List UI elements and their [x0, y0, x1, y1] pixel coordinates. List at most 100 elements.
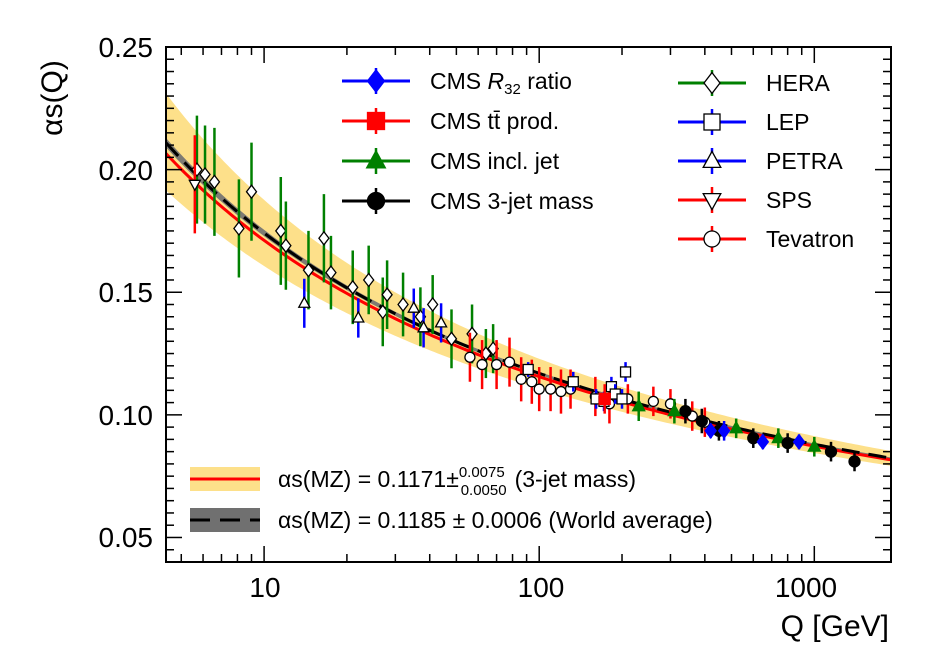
legend-item-sps: SPS: [678, 187, 812, 213]
x-tick-label: 100: [518, 572, 565, 603]
data-point: [407, 300, 421, 313]
data-point: [464, 351, 476, 363]
band-label-prefix: αs(MZ) = 0.1171: [278, 466, 446, 492]
data-point: [318, 230, 330, 246]
y-tick-label: 0.25: [99, 32, 154, 63]
band-label-sup: 0.0075: [459, 464, 505, 481]
axis-ticks: [166, 46, 891, 563]
data-point: [297, 295, 311, 308]
y-tick-label: 0.15: [99, 277, 154, 308]
legend-item-cms-tt-prod-: CMS tt̄ prod.: [342, 108, 559, 134]
legend-marker: [365, 149, 387, 169]
band-3jet-mass: [166, 93, 891, 466]
data-point: [555, 385, 567, 398]
data-point: [522, 363, 534, 376]
legend-item-cms-incl-jet: CMS incl. jet: [342, 148, 560, 174]
data-point: [747, 432, 760, 445]
y-axis-title: αs(Q): [36, 60, 69, 136]
legend-item-lep: LEP: [678, 109, 809, 135]
data-point: [476, 358, 488, 371]
band-label-sub: 0.0050: [461, 482, 507, 499]
data-point: [567, 376, 579, 388]
series-cms-r32-ratio: [704, 420, 806, 451]
legend-item-cms-r32-ratio: CMS R32 ratio: [342, 68, 572, 98]
x-tick-label: 10: [249, 572, 280, 603]
legend-label: PETRA: [766, 148, 843, 174]
legend-label: HERA: [766, 70, 831, 96]
legend-marker: [366, 68, 386, 94]
band-legend-label-3jet: αs(MZ) = 0.1171±0.0075 0.0050 (3-jet mass): [278, 464, 636, 499]
data-point: [544, 383, 557, 395]
band-legend: αs(MZ) = 0.1171±0.0075 0.0050 (3-jet mass)…: [190, 464, 713, 533]
legend-marker: [703, 113, 721, 131]
data-point: [781, 436, 794, 450]
legend-item-tevatron: Tevatron: [678, 226, 854, 252]
data-point: [824, 445, 838, 458]
legend-marker: [702, 192, 722, 211]
data-point: [679, 405, 692, 418]
x-tick-labels: 10 100 1000: [249, 572, 837, 603]
y-tick-label: 0.10: [99, 400, 154, 431]
legend-marker: [366, 191, 386, 211]
y-tick-label: 0.05: [99, 522, 154, 553]
legend-label: SPS: [766, 187, 812, 213]
data-point: [325, 265, 337, 281]
data-point: [188, 179, 202, 192]
data-point: [717, 422, 731, 440]
legend-marker: [703, 230, 721, 248]
data-point: [771, 430, 786, 444]
data-point: [416, 320, 431, 333]
data-point: [756, 433, 770, 451]
legend-label: Tevatron: [766, 226, 854, 252]
data-point: [445, 331, 458, 347]
series-petra: [297, 278, 448, 348]
data-point: [848, 455, 861, 468]
band-label-pm: ±: [446, 466, 459, 492]
legend-label: CMS incl. jet: [430, 148, 560, 174]
band-legend-label-world: αs(MZ) = 0.1185 ± 0.0006 (World average): [278, 507, 713, 533]
data-point: [397, 296, 409, 313]
data-point: [280, 238, 292, 254]
data-point: [208, 174, 221, 190]
band-label-suffix: (3-jet mass): [515, 466, 636, 492]
data-point: [434, 315, 448, 328]
y-tick-labels: 0.05 0.10 0.15 0.20 0.25: [99, 32, 154, 553]
data-point: [490, 358, 503, 371]
legend-item-cms-3-jet-mass: CMS 3-jet mass: [342, 188, 594, 214]
data-point: [619, 366, 632, 378]
data-point: [729, 420, 744, 434]
legend-marker: [366, 111, 386, 131]
data-point: [515, 373, 527, 385]
y-tick-label: 0.20: [99, 155, 154, 186]
legend-label: CMS 3-jet mass: [430, 188, 594, 214]
legend: CMS R32 ratio CMS tt̄ prod. CMS incl. jet C…: [342, 68, 854, 252]
data-point: [381, 287, 393, 303]
data-point: [346, 279, 359, 295]
data-point: [704, 422, 717, 440]
data-point: [616, 393, 628, 405]
data-point: [631, 398, 646, 412]
data-point: [426, 296, 439, 313]
data-point: [533, 383, 545, 395]
legend-marker: [703, 71, 721, 95]
series-cms-tt-prod-: [598, 384, 611, 414]
data-point: [695, 414, 708, 428]
data-point: [647, 395, 660, 408]
series-cms-incl-jet: [631, 391, 822, 457]
data-points: [188, 115, 861, 472]
legend-marker: [702, 150, 722, 169]
series-lep: [522, 362, 632, 412]
data-point: [199, 166, 211, 183]
data-point: [245, 184, 258, 200]
series-sps: [188, 135, 202, 234]
legend-label: CMS R32 ratio: [430, 68, 572, 98]
data-point: [233, 220, 245, 237]
data-point: [274, 223, 287, 239]
data-point: [526, 376, 538, 388]
data-point: [503, 356, 516, 368]
legend-item-petra: PETRA: [678, 148, 843, 174]
legend-label: CMS tt̄ prod.: [430, 108, 559, 134]
data-point: [362, 272, 375, 288]
data-point: [667, 403, 682, 417]
